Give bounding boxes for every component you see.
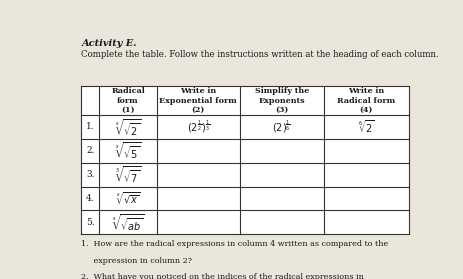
- Text: Radical
form
(1): Radical form (1): [111, 87, 144, 114]
- Text: $\sqrt[6]{2}$: $\sqrt[6]{2}$: [357, 119, 374, 135]
- Text: 4.: 4.: [86, 194, 94, 203]
- Text: 1.  How are the radical expressions in column 4 written as compared to the: 1. How are the radical expressions in co…: [81, 240, 388, 248]
- Text: $\sqrt[s]{\sqrt{2}}$: $\sqrt[s]{\sqrt{2}}$: [114, 117, 141, 137]
- Text: Write in
Radical form
(4): Write in Radical form (4): [336, 87, 394, 114]
- Text: $\sqrt[s]{\sqrt{ab}}$: $\sqrt[s]{\sqrt{ab}}$: [112, 213, 144, 232]
- Text: 5.: 5.: [86, 218, 94, 227]
- Text: 1.: 1.: [86, 122, 94, 131]
- Text: $(2)^{\frac{1}{6}}$: $(2)^{\frac{1}{6}}$: [272, 119, 291, 135]
- Text: $\sqrt[s]{\sqrt{5}}$: $\sqrt[s]{\sqrt{5}}$: [114, 141, 141, 161]
- Text: Activity E.: Activity E.: [81, 39, 137, 48]
- Bar: [81, 86, 408, 234]
- Text: Write in
Exponential form
(2): Write in Exponential form (2): [159, 87, 237, 114]
- Text: Complete the table. Follow the instructions written at the heading of each colum: Complete the table. Follow the instructi…: [81, 50, 438, 59]
- Text: $\sqrt[s]{\sqrt{x}}$: $\sqrt[s]{\sqrt{x}}$: [115, 191, 140, 207]
- Text: $\sqrt[3]{\sqrt{7}}$: $\sqrt[3]{\sqrt{7}}$: [114, 165, 141, 185]
- Text: 3.: 3.: [86, 170, 94, 179]
- Text: Simplify the
Exponents
(3): Simplify the Exponents (3): [254, 87, 308, 114]
- Text: 2.: 2.: [86, 146, 94, 155]
- Text: $(2^{\frac{1}{2}})^{\frac{1}{3}}$: $(2^{\frac{1}{2}})^{\frac{1}{3}}$: [186, 119, 210, 135]
- Text: 2.  What have you noticed on the indices of the radical expressions in: 2. What have you noticed on the indices …: [81, 273, 363, 279]
- Text: expression in column 2?: expression in column 2?: [81, 257, 192, 265]
